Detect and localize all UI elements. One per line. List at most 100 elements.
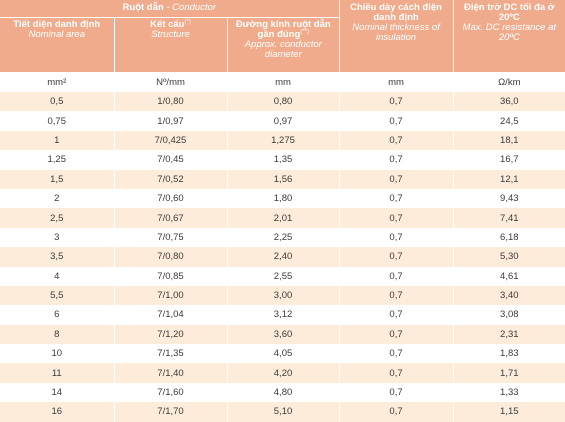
cell-resistance: 5,30 <box>453 247 565 267</box>
cell-nominal-area: 4 <box>0 266 115 286</box>
cell-structure: 7/1,70 <box>114 402 228 422</box>
column-header-vi: Chiều dày cách điện danh định <box>350 2 442 23</box>
table-row: 3 7/0,75 2,25 0,7 6,18 <box>0 227 565 248</box>
nominal-area-header: Tiết diện danh định Nominal area <box>0 17 115 73</box>
cell-nominal-area: 8 <box>0 324 115 345</box>
cell-nominal-area: 11 <box>0 363 115 383</box>
table-row: 0,75 1/0,97 0,97 0,7 24,5 <box>0 111 565 131</box>
cell-insulation: 0,7 <box>339 188 454 209</box>
cell-diameter: 2,55 <box>227 266 340 286</box>
cell-nominal-area: 10 <box>0 344 115 364</box>
cell-insulation: 0,7 <box>339 227 454 248</box>
cell-insulation: 0,7 <box>339 324 454 345</box>
column-header-vi-text: Kết cấu <box>150 19 185 30</box>
cell-structure: 7/1,00 <box>114 285 228 306</box>
cell-structure: 7/1,04 <box>114 305 228 325</box>
insulation-thickness-header: Chiều dày cách điện danh định Nominal th… <box>339 0 454 73</box>
cell-diameter: 2,25 <box>227 227 340 248</box>
cell-nominal-area: 1,5 <box>0 169 115 189</box>
cell-nominal-area: 2,5 <box>0 208 115 228</box>
cell-insulation: 0,7 <box>339 363 454 383</box>
cell-diameter: 1,56 <box>227 169 340 189</box>
table-row: 8 7/1,20 3,60 0,7 2,31 <box>0 324 565 345</box>
table-row: 10 7/1,35 4,05 0,7 1,83 <box>0 344 565 364</box>
cell-resistance: 6,18 <box>453 227 565 248</box>
footnote-marker: (**) <box>300 28 309 35</box>
table-row: 11 7/1,40 4,20 0,7 1,71 <box>0 363 565 383</box>
cell-diameter: 2,01 <box>227 208 340 228</box>
cell-resistance: 4,61 <box>453 266 565 286</box>
column-header-vi: Tiết diện danh định <box>13 19 101 30</box>
cell-structure: 7/0,60 <box>114 188 228 209</box>
cell-nominal-area: 2 <box>0 188 115 209</box>
max-dc-resistance-header: Điện trở DC tối đa ở 20ºC Max. DC resist… <box>453 0 565 73</box>
column-header-vi-text: Đường kính ruột dẫn gần đúng <box>235 19 331 40</box>
cell-insulation: 0,7 <box>339 150 454 170</box>
cell-resistance: 1,15 <box>453 402 565 422</box>
cell-resistance: 36,0 <box>453 92 565 112</box>
table-header: Ruột dẫn - Conductor Chiều dày cách điện… <box>0 0 565 73</box>
unit-cell-structure: Nº/mm <box>114 72 228 92</box>
column-header-en: Nominal area <box>28 29 86 40</box>
cell-structure: 7/0,85 <box>114 266 228 286</box>
structure-header: Kết cấu(*) Structure <box>114 17 228 73</box>
cell-nominal-area: 5,5 <box>0 285 115 306</box>
table-row: 4 7/0,85 2,55 0,7 4,61 <box>0 266 565 286</box>
cell-insulation: 0,7 <box>339 402 454 422</box>
cell-diameter: 1,80 <box>227 188 340 209</box>
footnote-marker: (*) <box>184 18 191 25</box>
cell-diameter: 4,05 <box>227 344 340 364</box>
column-header-en: Approx. conductor diameter <box>244 39 322 60</box>
column-header-en: Nominal thickness of insulation <box>352 22 440 43</box>
unit-cell-nominal-area: mm² <box>0 72 115 92</box>
cell-diameter: 2,40 <box>227 247 340 267</box>
cell-diameter: 1,275 <box>227 130 340 151</box>
cell-resistance: 18,1 <box>453 130 565 151</box>
cell-insulation: 0,7 <box>339 208 454 228</box>
cell-nominal-area: 1,25 <box>0 150 115 170</box>
cell-diameter: 3,00 <box>227 285 340 306</box>
conductor-group-header: Ruột dẫn - Conductor <box>0 0 340 18</box>
cell-nominal-area: 14 <box>0 382 115 403</box>
cell-insulation: 0,7 <box>339 169 454 189</box>
column-header-vi: Điện trở DC tối đa ở 20ºC <box>463 2 555 23</box>
cell-nominal-area: 3 <box>0 227 115 248</box>
cell-resistance: 1,83 <box>453 344 565 364</box>
table-row: 1 7/0,425 1,275 0,7 18,1 <box>0 130 565 151</box>
table-row: 2,5 7/0,67 2,01 0,7 7,41 <box>0 208 565 228</box>
cell-diameter: 3,60 <box>227 324 340 345</box>
table-row: 2 7/0,60 1,80 0,7 9,43 <box>0 188 565 209</box>
cell-structure: 7/0,425 <box>114 130 228 151</box>
cell-resistance: 16,7 <box>453 150 565 170</box>
cell-insulation: 0,7 <box>339 92 454 112</box>
cell-structure: 7/0,67 <box>114 208 228 228</box>
cell-nominal-area: 3,5 <box>0 247 115 267</box>
cell-diameter: 1,35 <box>227 150 340 170</box>
cell-structure: 7/1,60 <box>114 382 228 403</box>
table-row: 3,5 7/0,80 2,40 0,7 5,30 <box>0 247 565 267</box>
column-header-vi: Đường kính ruột dẫn gần đúng(**) <box>231 20 337 40</box>
table-row: 5,5 7/1,00 3,00 0,7 3,40 <box>0 285 565 306</box>
cell-nominal-area: 1 <box>0 130 115 151</box>
cell-insulation: 0,7 <box>339 305 454 325</box>
cell-structure: 7/0,52 <box>114 169 228 189</box>
cell-insulation: 0,7 <box>339 344 454 364</box>
cell-diameter: 3,12 <box>227 305 340 325</box>
cell-resistance: 9,43 <box>453 188 565 209</box>
cell-diameter: 0,97 <box>227 111 340 131</box>
cell-resistance: 12,1 <box>453 169 565 189</box>
cell-resistance: 24,5 <box>453 111 565 131</box>
cell-structure: 7/1,40 <box>114 363 228 383</box>
cell-nominal-area: 16 <box>0 402 115 422</box>
table-row: 6 7/1,04 3,12 0,7 3,08 <box>0 305 565 325</box>
cell-structure: 1/0,80 <box>114 92 228 112</box>
cell-insulation: 0,7 <box>339 111 454 131</box>
cell-insulation: 0,7 <box>339 266 454 286</box>
cell-structure: 7/0,45 <box>114 150 228 170</box>
column-header-en: Structure <box>151 29 190 40</box>
cell-resistance: 2,31 <box>453 324 565 345</box>
cell-resistance: 3,08 <box>453 305 565 325</box>
cell-diameter: 5,10 <box>227 402 340 422</box>
cell-nominal-area: 6 <box>0 305 115 325</box>
